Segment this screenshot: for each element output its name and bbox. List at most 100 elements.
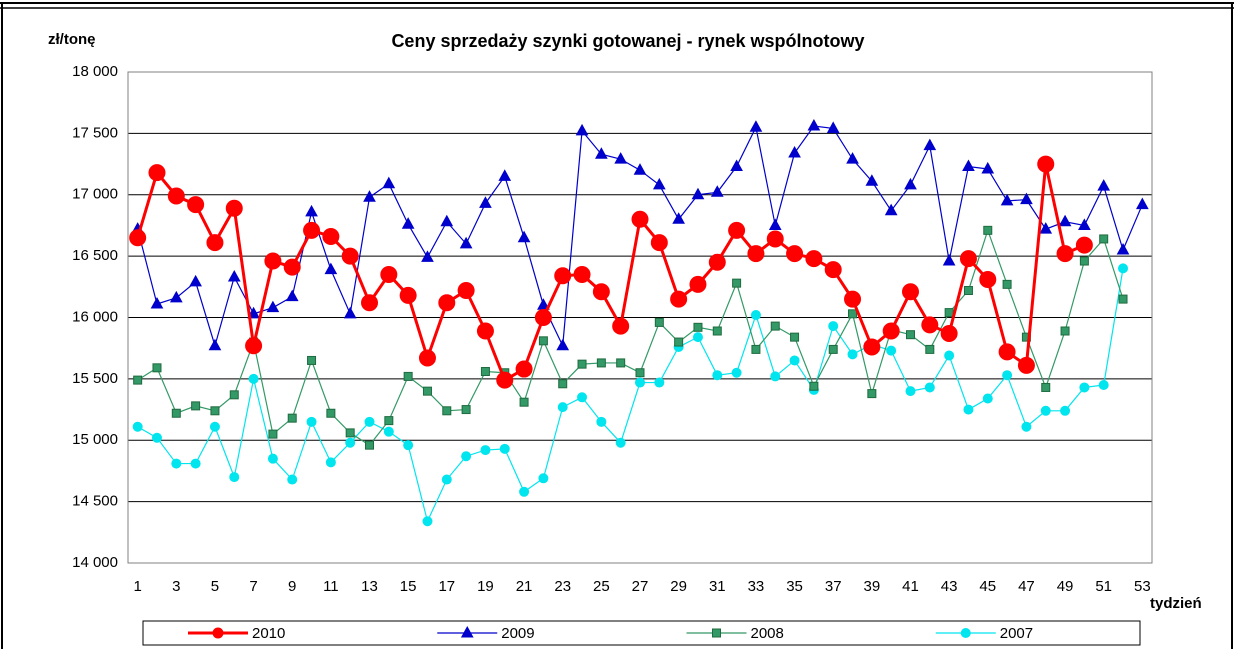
point <box>633 163 647 175</box>
point <box>133 375 143 385</box>
point <box>208 338 222 351</box>
point <box>595 147 608 159</box>
point <box>229 472 240 483</box>
x-tick-label: 7 <box>249 578 257 595</box>
point <box>924 382 935 393</box>
point <box>807 118 821 131</box>
point <box>1116 242 1130 255</box>
point <box>418 349 436 367</box>
point <box>287 474 298 485</box>
point <box>847 349 858 360</box>
point <box>171 408 181 418</box>
point <box>457 281 475 299</box>
point <box>905 386 916 397</box>
point <box>747 245 765 263</box>
point <box>538 336 548 346</box>
point <box>770 371 781 382</box>
x-tick-label: 39 <box>864 578 881 595</box>
point <box>751 344 761 354</box>
point <box>480 445 491 456</box>
y-tick-label: 18 000 <box>72 63 118 80</box>
point <box>828 321 839 332</box>
point <box>635 368 645 378</box>
point <box>612 317 630 335</box>
point <box>305 204 318 217</box>
x-tick-label: 19 <box>477 578 494 595</box>
point <box>326 408 336 418</box>
legend-label: 2009 <box>501 625 534 642</box>
y-tick-label: 16 000 <box>72 308 118 325</box>
point <box>285 289 299 302</box>
point <box>654 377 665 388</box>
point <box>749 120 763 132</box>
point <box>615 437 626 448</box>
x-tick-label: 13 <box>361 578 378 595</box>
point <box>882 322 900 340</box>
point <box>129 229 147 247</box>
point <box>789 355 800 366</box>
point <box>768 218 782 230</box>
point <box>267 453 278 464</box>
point <box>592 283 610 301</box>
point <box>1041 382 1051 392</box>
point <box>963 404 974 415</box>
point <box>1002 370 1013 381</box>
point <box>1040 405 1051 416</box>
y-tick-label: 17 000 <box>72 186 118 203</box>
plot-frame <box>127 71 1153 564</box>
point <box>480 367 490 377</box>
point <box>940 324 958 342</box>
point <box>826 121 840 133</box>
legend-label: 2008 <box>751 625 784 642</box>
point <box>479 196 492 208</box>
x-tick-label: 41 <box>902 578 919 595</box>
point <box>905 330 915 340</box>
point <box>245 337 263 355</box>
point <box>517 230 531 243</box>
point <box>1135 197 1149 210</box>
point <box>422 386 432 396</box>
point <box>461 405 471 415</box>
point <box>901 283 919 301</box>
point <box>730 159 743 172</box>
point <box>459 236 473 249</box>
point <box>1017 356 1035 374</box>
point <box>345 428 355 438</box>
point <box>554 267 572 285</box>
x-tick-label: 31 <box>709 578 726 595</box>
point <box>844 290 862 308</box>
x-tick-label: 49 <box>1057 578 1074 595</box>
point <box>1060 405 1071 416</box>
y-tick-label: 15 000 <box>72 431 118 448</box>
x-tick-label: 9 <box>288 578 296 595</box>
point <box>1039 222 1053 234</box>
point <box>693 322 703 332</box>
point <box>132 421 143 432</box>
legend-marker <box>212 627 224 639</box>
legend-marker <box>960 628 971 638</box>
point <box>382 176 396 189</box>
point <box>631 210 649 228</box>
point <box>614 152 628 164</box>
point <box>573 266 591 284</box>
point <box>152 363 162 373</box>
point <box>790 332 800 342</box>
point <box>538 473 549 484</box>
point <box>1075 236 1093 254</box>
point <box>650 234 668 252</box>
point <box>303 221 321 239</box>
x-tick-label: 11 <box>323 578 339 595</box>
point <box>921 316 939 334</box>
point <box>264 252 282 270</box>
point <box>750 310 761 321</box>
point <box>884 203 898 216</box>
x-tick-label: 37 <box>825 578 842 595</box>
point <box>963 285 973 295</box>
point <box>558 379 568 389</box>
point <box>770 321 780 331</box>
point <box>674 337 684 347</box>
point <box>206 234 224 252</box>
x-tick-label: 23 <box>554 578 571 595</box>
point <box>981 161 995 174</box>
x-tick-label: 21 <box>516 578 533 595</box>
